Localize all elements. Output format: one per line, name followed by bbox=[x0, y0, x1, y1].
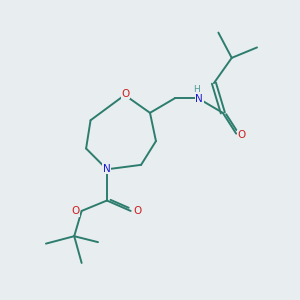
Text: N: N bbox=[195, 94, 203, 103]
Text: O: O bbox=[71, 206, 79, 216]
Text: H: H bbox=[193, 85, 200, 94]
Text: O: O bbox=[237, 130, 246, 140]
Text: N: N bbox=[103, 164, 111, 174]
Text: O: O bbox=[133, 206, 141, 216]
Text: O: O bbox=[121, 89, 130, 99]
